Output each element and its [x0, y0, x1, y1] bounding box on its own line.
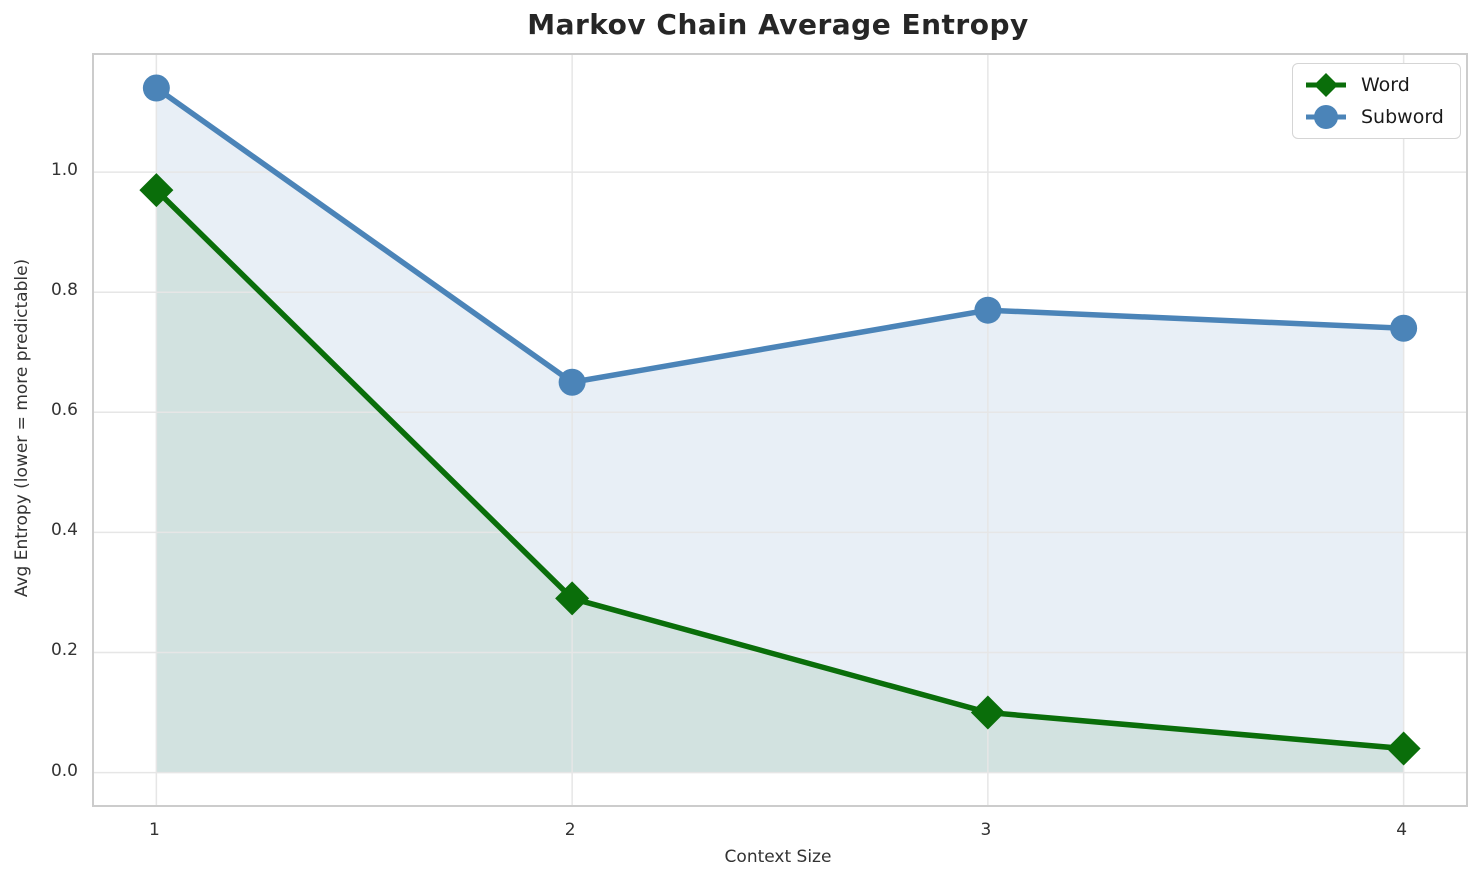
- y-tick-label: 0.2: [50, 640, 78, 661]
- data-point-circle: [1390, 314, 1418, 342]
- series-fill-subword: [156, 88, 1404, 773]
- x-tick-label: 2: [564, 820, 576, 840]
- legend-label: Subword: [1361, 106, 1444, 128]
- data-point-diamond: [1386, 731, 1421, 766]
- legend-item-word: Word: [1303, 71, 1444, 99]
- series-line-word: [153, 187, 1407, 752]
- data-point-diamond: [970, 695, 1005, 730]
- legend-item-subword: Subword: [1303, 103, 1444, 131]
- x-tick-label: 1: [148, 820, 160, 840]
- x-tick-label: 4: [1396, 820, 1408, 840]
- series-line-subword: [153, 85, 1407, 386]
- x-tick-label: 3: [980, 820, 992, 840]
- y-tick-label: 0.0: [50, 760, 78, 781]
- diamond-icon: [1306, 73, 1346, 97]
- circle-icon: [1306, 105, 1346, 129]
- series-fill-word: [156, 190, 1404, 773]
- y-tick-label: 1.0: [50, 160, 78, 181]
- y-tick-label: 0.6: [50, 400, 78, 421]
- chart-canvas: [94, 55, 1466, 805]
- plot-area: [92, 53, 1468, 807]
- chart-title: Markov Chain Average Entropy: [527, 8, 1029, 41]
- y-axis-label: Avg Entropy (lower = more predictable): [12, 258, 32, 598]
- data-point-diamond: [555, 581, 590, 616]
- x-axis-label: Context Size: [724, 847, 832, 867]
- data-point-circle: [142, 74, 170, 102]
- data-point-circle: [558, 368, 586, 396]
- legend-label: Word: [1361, 74, 1410, 96]
- legend: Word Subword: [1292, 63, 1461, 139]
- y-tick-label: 0.8: [50, 280, 78, 301]
- data-point-circle: [974, 296, 1002, 324]
- y-tick-label: 0.4: [50, 520, 78, 541]
